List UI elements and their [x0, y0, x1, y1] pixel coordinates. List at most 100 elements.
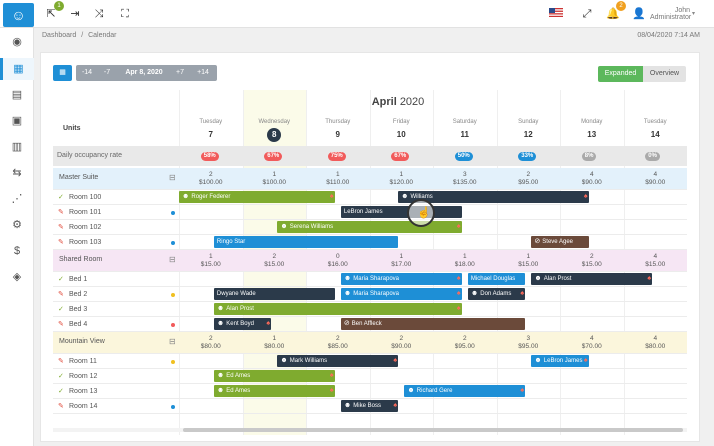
booking-bar[interactable]: ☻ Alan Prost ♠ [213, 303, 462, 315]
broom-icon[interactable]: ✎ [58, 239, 64, 246]
forward-7-button[interactable]: +7 [176, 69, 184, 76]
group-name[interactable]: Master Suite [59, 174, 99, 181]
room-name[interactable]: Room 101 [69, 209, 102, 216]
booking-bar[interactable]: ☻ LeBron James ♠ [531, 355, 589, 367]
guests-icon: ☻ [534, 357, 542, 364]
booking-bar[interactable]: Ringo Star [213, 236, 399, 248]
group-name[interactable]: Mountain View [59, 338, 105, 345]
room-price: $15.00 [264, 261, 285, 268]
room-name[interactable]: Room 103 [69, 239, 102, 246]
booking-bar[interactable]: ☻ Ed Ames ♠ [213, 370, 335, 382]
room-name[interactable]: Bed 2 [69, 291, 88, 298]
broom-icon[interactable]: ✎ [58, 403, 64, 410]
day-number[interactable]: 9 [335, 130, 340, 139]
inventory-icon[interactable]: ▥ [11, 141, 23, 153]
booking-bar[interactable]: ☻ Williams ♠ [398, 191, 589, 203]
booking-bar[interactable]: ☻ Serena Williams ♠ [277, 221, 462, 233]
billing-icon[interactable]: $ [13, 245, 21, 257]
booking-guest-name: Alan Prost [226, 306, 254, 312]
room-name[interactable]: Room 12 [69, 373, 98, 380]
transfer-icon[interactable]: ⇆ [12, 167, 22, 179]
collapse-icon[interactable]: ⊟ [169, 255, 176, 264]
back-7-button[interactable]: -7 [103, 69, 111, 76]
payment-due-icon: ♠ [393, 357, 398, 364]
room-name[interactable]: Bed 4 [69, 321, 88, 328]
check-icon[interactable]: ✓ [58, 276, 64, 283]
analytics-icon[interactable]: ⋰ [11, 193, 23, 205]
room-name[interactable]: Room 13 [69, 388, 98, 395]
breadcrumb-dashboard[interactable]: Dashboard [42, 32, 77, 39]
day-number[interactable]: 7 [208, 130, 213, 139]
flag-us-icon[interactable] [548, 7, 564, 21]
booking-bar[interactable]: ⊘ Ben Affleck [340, 318, 526, 330]
day-number[interactable]: 8 [267, 128, 282, 142]
expand-icon[interactable]: ⛶ [121, 8, 129, 20]
booking-bar[interactable]: ☻ Ed Ames ♠ [213, 385, 335, 397]
room-name[interactable]: Bed 1 [69, 276, 88, 283]
shuffle-icon[interactable]: ⤨ [94, 8, 104, 20]
overview-view-button[interactable]: Overview [643, 66, 686, 82]
booking-bar[interactable]: ☻ Kent Boyd ♠ [213, 318, 272, 330]
user-check-icon[interactable]: ⇱ 1 [44, 1, 64, 21]
horizontal-scrollbar[interactable] [53, 428, 687, 432]
check-icon[interactable]: ✓ [58, 373, 64, 380]
room-name[interactable]: Room 102 [69, 224, 102, 231]
booking-bar[interactable]: Dwyane Wade [213, 288, 335, 300]
booking-bar[interactable]: ☻ Mike Boss ♠ [340, 400, 399, 412]
broom-icon[interactable]: ✎ [58, 321, 64, 328]
guests-icon: ☻ [407, 387, 415, 394]
booking-bar[interactable]: ☻ Roger Federer ♠ [179, 191, 335, 203]
check-icon[interactable]: ✓ [58, 388, 64, 395]
collapse-icon[interactable]: ⊟ [169, 173, 176, 182]
fullscreen-icon[interactable]: ⤢ [582, 8, 592, 20]
room-name[interactable]: Room 11 [69, 358, 97, 365]
booking-bar[interactable]: LeBron James [340, 206, 462, 218]
current-date-label[interactable]: Apr 8, 2020 [125, 69, 163, 76]
support-icon[interactable]: ◈ [12, 271, 22, 283]
blocked-icon: ⊘ [534, 238, 541, 245]
booking-bar[interactable]: ⊘ Steve Agee [531, 236, 589, 248]
booking-bar[interactable]: ☻ Mark Williams ♠ [277, 355, 399, 367]
booking-bar[interactable]: ☻ Maria Sharapova ♠ [340, 288, 462, 300]
group-name[interactable]: Shared Room [59, 256, 103, 263]
sign-out-icon[interactable]: ⇥ [70, 8, 80, 20]
day-number[interactable]: 10 [396, 130, 406, 139]
calendar-icon[interactable]: ▦ [0, 58, 34, 80]
expanded-view-button[interactable]: Expanded [598, 66, 643, 82]
booking-bar[interactable]: ☻ Maria Sharapova ♠ [340, 273, 462, 285]
room-price: $95.00 [518, 179, 539, 186]
user-menu[interactable]: John Administrator [650, 7, 691, 21]
dashboard-icon[interactable]: ◉ [12, 36, 22, 48]
scrollbar-thumb[interactable] [183, 428, 683, 432]
app-logo-icon[interactable]: ☺ [3, 3, 34, 27]
guests-icon: ☻ [534, 275, 542, 282]
day-number[interactable]: 12 [523, 130, 533, 139]
forward-14-button[interactable]: +14 [197, 69, 209, 76]
broom-icon[interactable]: ✎ [58, 358, 64, 365]
day-number[interactable]: 13 [587, 130, 597, 139]
booking-bar[interactable]: Michael Douglas [467, 273, 526, 285]
channels-icon[interactable]: ⚙ [12, 219, 22, 231]
check-icon[interactable]: ✓ [58, 194, 64, 201]
room-name[interactable]: Room 100 [69, 194, 102, 201]
back-14-button[interactable]: -14 [81, 69, 93, 76]
bell-icon[interactable]: 🔔 2 [606, 1, 626, 21]
reports-icon[interactable]: ▤ [11, 89, 23, 101]
collapse-icon[interactable]: ⊟ [169, 337, 176, 346]
broom-icon[interactable]: ✎ [58, 291, 64, 298]
room-name[interactable]: Room 14 [69, 403, 98, 410]
date-picker-button[interactable]: ▦ [53, 65, 72, 81]
room-name[interactable]: Bed 3 [69, 306, 88, 313]
broom-icon[interactable]: ✎ [58, 209, 64, 216]
booking-bar[interactable]: ☻ Don Adams ♠ [467, 288, 526, 300]
day-number[interactable]: 14 [650, 130, 660, 139]
check-icon[interactable]: ✓ [58, 306, 64, 313]
user-icon[interactable]: 👤 [632, 8, 646, 20]
day-number[interactable]: 11 [460, 130, 469, 139]
chevron-down-icon[interactable]: ▾ [692, 11, 696, 17]
bookings-icon[interactable]: ▣ [11, 115, 23, 127]
day-name: Wednesday [258, 119, 291, 125]
broom-icon[interactable]: ✎ [58, 224, 64, 231]
booking-bar[interactable]: ☻ Alan Prost ♠ [531, 273, 653, 285]
booking-bar[interactable]: ☻ Richard Gere ♠ [404, 385, 526, 397]
